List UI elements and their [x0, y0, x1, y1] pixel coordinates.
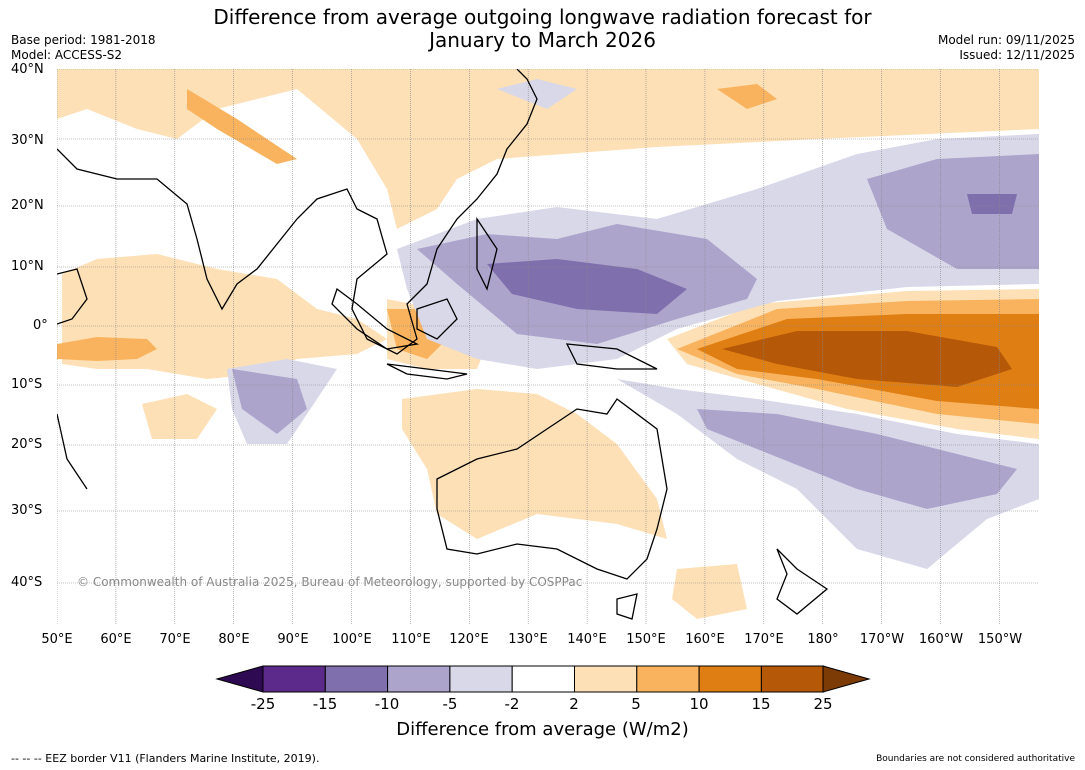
tasmania-coastline [616, 593, 638, 620]
sumatra-coastline [331, 287, 420, 350]
very-strong-positive-shading [722, 331, 1012, 387]
philippines-coastline [476, 216, 498, 291]
arabia-coastline [57, 268, 88, 325]
colorbar-segment [760, 665, 825, 693]
lat-label-20s: 20°S [11, 437, 43, 452]
lat-label-40n: 40°N [11, 62, 44, 77]
lon-label: 160°E [685, 632, 725, 647]
colorbar [215, 665, 871, 693]
colorbar-segment [324, 665, 389, 693]
colorbar-tick: -15 [312, 695, 338, 713]
map-title-line1: Difference from average outgoing longwav… [213, 5, 872, 29]
strong-negative-shading [487, 194, 1017, 314]
base-period-text: Base period: 1981-2018 [11, 33, 156, 47]
olr-anomaly-map [57, 69, 1039, 624]
lat-label-10s: 10°S [11, 377, 43, 392]
copyright-notice: © Commonwealth of Australia 2025, Bureau… [77, 575, 583, 589]
new-guinea-coastline [565, 343, 658, 370]
lon-label: 130°E [508, 632, 548, 647]
lon-label: 160°W [918, 632, 964, 647]
colorbar-segment [449, 665, 513, 693]
lon-label: 170°W [859, 632, 905, 647]
lon-label: 150°E [626, 632, 666, 647]
colorbar-tick: 15 [751, 695, 771, 713]
lat-label-10n: 10°N [11, 259, 44, 274]
java-coastline [386, 363, 468, 380]
lon-label: 120°E [449, 632, 489, 647]
colorbar-segment [636, 665, 700, 693]
colorbar-tick: 10 [689, 695, 709, 713]
lat-label-equator: 0° [33, 318, 48, 333]
africa-coastline [57, 413, 88, 490]
eez-border-note: -- -- -- EEZ border V11 (Flanders Marine… [11, 752, 320, 765]
lon-label: 110°E [391, 632, 431, 647]
colorbar-tick: -2 [504, 695, 520, 713]
borneo-coastline [416, 298, 458, 340]
asia-coastline [57, 69, 538, 355]
lon-label: 60°E [100, 632, 132, 647]
lon-label: 140°E [567, 632, 607, 647]
colorbar-tick: 5 [631, 695, 641, 713]
issued-text: Issued: 12/11/2025 [959, 48, 1075, 62]
lon-label: 100°E [332, 632, 372, 647]
lon-label: 50°E [41, 632, 73, 647]
lon-label: 170°E [744, 632, 784, 647]
colorbar-segment [511, 665, 576, 693]
lon-label: 180° [807, 632, 839, 647]
lon-label: 150°W [977, 632, 1023, 647]
lon-label: 70°E [159, 632, 191, 647]
lat-label-40s: 40°S [11, 575, 43, 590]
map-title-line2: January to March 2026 [429, 28, 656, 52]
colorbar-tick: -5 [442, 695, 458, 713]
model-run-text: Model run: 09/11/2025 [937, 33, 1075, 47]
colorbar-segment [387, 665, 451, 693]
colorbar-segment [698, 665, 762, 693]
colorbar-tick: -10 [374, 695, 400, 713]
colorbar-tick: 25 [813, 695, 833, 713]
colorbar-label: Difference from average (W/m2) [396, 719, 689, 740]
colorbar-min-arrow [215, 665, 264, 693]
lat-label-30s: 30°S [11, 503, 43, 518]
colorbar-tick: 2 [569, 695, 579, 713]
lat-label-30n: 30°N [11, 133, 44, 148]
colorbar-segment [262, 665, 326, 693]
colorbar-segment [574, 665, 638, 693]
model-text: Model: ACCESS-S2 [11, 48, 123, 62]
australia-coastline [436, 398, 668, 580]
lon-label: 80°E [218, 632, 250, 647]
lon-label: 90°E [277, 632, 309, 647]
lat-label-20n: 20°N [11, 198, 44, 213]
map-gridlines [57, 69, 1039, 624]
boundaries-disclaimer: Boundaries are not considered authoritat… [876, 754, 1075, 764]
colorbar-tick: -25 [250, 695, 276, 713]
new-zealand-coastline [776, 548, 829, 615]
colorbar-max-arrow [822, 665, 871, 693]
coastlines [57, 69, 829, 620]
